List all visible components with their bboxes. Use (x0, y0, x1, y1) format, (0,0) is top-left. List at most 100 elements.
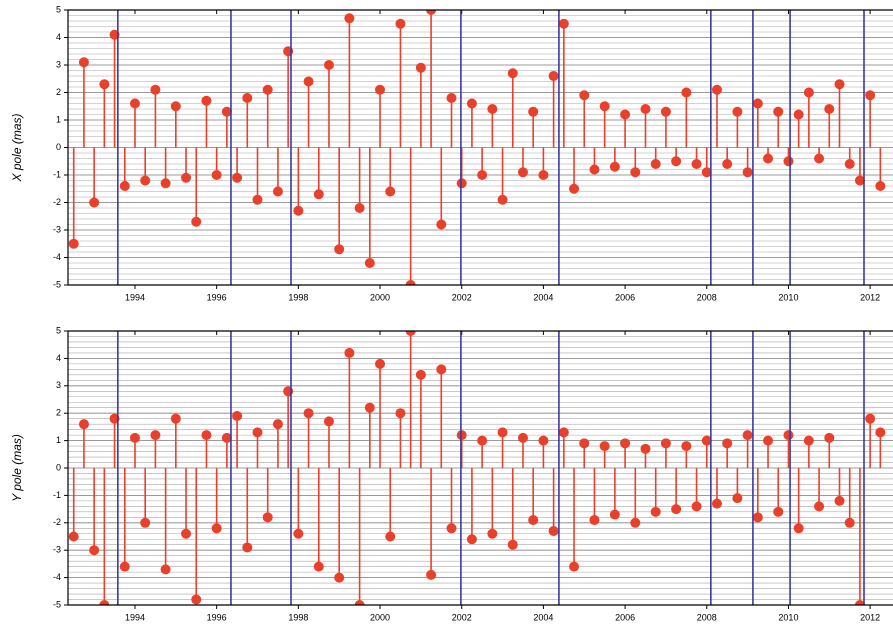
point (660, 106, 671, 117)
point (630, 167, 641, 178)
y-tick-label: -3 (53, 224, 61, 234)
x-tick-label: 2006 (615, 612, 635, 622)
point (344, 13, 355, 24)
point (752, 98, 763, 109)
data-layer (68, 331, 886, 605)
point (517, 432, 528, 443)
frame (67, 9, 893, 286)
x-tick-label: 2010 (778, 612, 798, 622)
point (262, 84, 273, 95)
point (436, 364, 447, 375)
point (89, 545, 100, 556)
x-tick-label: 1998 (288, 292, 308, 302)
x-tick-label: 2010 (778, 292, 798, 302)
point (313, 189, 324, 200)
point (191, 594, 202, 605)
point (262, 512, 273, 523)
point (375, 358, 386, 369)
point (854, 600, 865, 605)
point (395, 408, 406, 419)
point (313, 561, 324, 572)
point (589, 515, 600, 526)
x-tick-label: 2004 (533, 292, 553, 302)
point (487, 104, 498, 114)
point (569, 183, 580, 194)
x-tick-label: 2012 (860, 292, 880, 302)
point (834, 495, 845, 506)
point (507, 539, 518, 550)
y-tick-label: 5 (56, 4, 61, 14)
point (763, 435, 774, 446)
y-tick-label: -2 (53, 197, 61, 207)
point (487, 528, 498, 539)
point (466, 98, 477, 109)
x-tick-label: 2000 (370, 612, 390, 622)
point (242, 542, 253, 553)
point (242, 93, 253, 103)
point (763, 153, 774, 164)
y-tick-label: 1 (56, 114, 61, 124)
y-tick-label: 0 (56, 462, 61, 472)
point (691, 159, 702, 169)
y-tick-label: -4 (53, 252, 61, 262)
y-tick-label: -1 (53, 490, 61, 500)
point (742, 167, 753, 178)
point (252, 194, 263, 205)
point (671, 156, 682, 167)
point (803, 87, 814, 98)
point (865, 90, 876, 101)
point (722, 438, 733, 449)
point (752, 512, 763, 523)
point (507, 68, 518, 79)
y-tick-label: 2 (56, 408, 61, 418)
point (272, 419, 283, 430)
point (844, 159, 855, 169)
point (875, 181, 886, 191)
point (344, 347, 355, 358)
point (732, 493, 743, 504)
point (834, 79, 845, 90)
x-tick-label: 1994 (125, 612, 145, 622)
point (538, 435, 549, 446)
point (150, 430, 161, 441)
point (78, 419, 89, 430)
x-tick-label: 2008 (697, 612, 717, 622)
point (68, 238, 79, 249)
point (558, 18, 569, 29)
y-tick-label: -4 (53, 572, 61, 582)
point (375, 84, 386, 95)
point (773, 106, 784, 117)
point (681, 87, 692, 98)
point (671, 504, 682, 515)
point (405, 280, 416, 285)
point (211, 170, 222, 180)
point (119, 181, 130, 191)
point (732, 106, 743, 117)
x-tick-label: 1998 (288, 612, 308, 622)
point (477, 435, 488, 446)
point (99, 600, 110, 605)
point (814, 153, 825, 164)
point (477, 170, 488, 180)
point (160, 564, 171, 575)
point (701, 167, 712, 178)
point (783, 156, 794, 167)
point (528, 106, 539, 117)
x-tick-label: 1994 (125, 292, 145, 302)
point (589, 164, 600, 175)
point (579, 90, 590, 101)
x-tick-label: 1996 (207, 612, 227, 622)
point (140, 517, 151, 528)
point (609, 509, 620, 520)
y-tick-label: -5 (53, 279, 61, 289)
point (875, 427, 886, 438)
point (129, 98, 140, 109)
point (191, 216, 202, 227)
point (364, 402, 375, 413)
point (722, 159, 733, 169)
point (293, 528, 304, 539)
point (446, 523, 457, 534)
point (640, 104, 651, 114)
y-tick-label: 4 (56, 353, 61, 363)
point (497, 194, 508, 205)
